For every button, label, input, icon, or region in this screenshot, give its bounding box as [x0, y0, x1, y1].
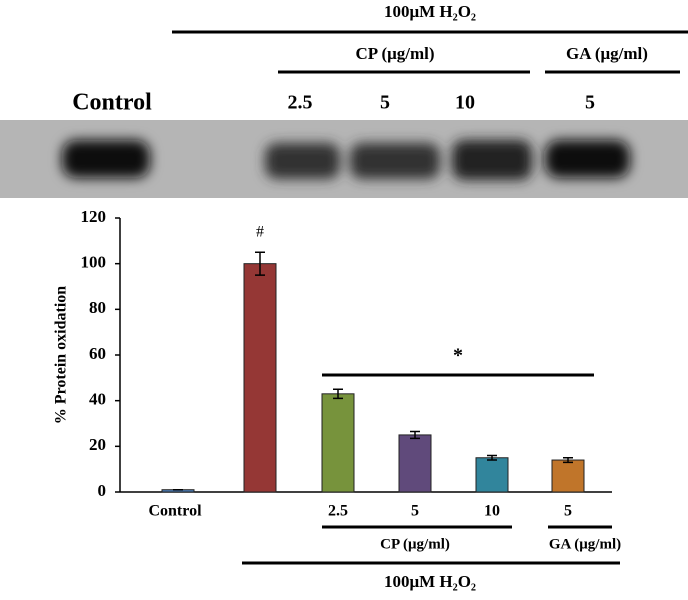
blot-lane: 2.5: [288, 92, 313, 114]
bar: [243, 263, 277, 493]
bar: [321, 393, 355, 493]
y-tick-label: 80: [89, 298, 106, 317]
annotation: #: [256, 224, 264, 241]
x-tick-label: Control: [148, 503, 202, 520]
blot-image: [0, 120, 688, 198]
y-tick-label: 100: [81, 253, 107, 272]
annotation: *: [453, 345, 463, 367]
bar: [398, 434, 432, 493]
blot-control: Control: [72, 90, 152, 116]
blot-group: GA (μg/ml): [566, 44, 648, 63]
y-tick-label: 120: [81, 207, 107, 226]
blot-lane: 5: [380, 92, 390, 114]
error-bar: [255, 251, 265, 276]
error-bar: [410, 430, 420, 440]
y-tick-label: 40: [89, 390, 106, 409]
blot-treatment: 100μM H₂O₂: [384, 2, 476, 21]
y-tick-label: 20: [89, 435, 106, 454]
blot-lane: 5: [585, 92, 595, 114]
error-bar: [487, 454, 497, 461]
x-tick-label: 10: [484, 503, 500, 520]
y-axis-label: % Protein oxidation: [53, 286, 70, 424]
x-tick-label: 5: [564, 503, 572, 520]
bar: [551, 459, 585, 493]
bar: [475, 457, 509, 493]
group-label: GA (μg/ml): [549, 536, 621, 552]
blot-group: CP (μg/ml): [355, 44, 434, 63]
y-tick-label: 0: [98, 481, 107, 500]
error-bar: [563, 457, 573, 464]
x-tick-label: 5: [411, 503, 419, 520]
group-label: CP (μg/ml): [380, 536, 450, 552]
x-tick-label: 2.5: [328, 503, 348, 520]
y-tick-label: 60: [89, 344, 106, 363]
error-bar: [333, 388, 343, 400]
blot-lane: 10: [455, 92, 475, 114]
treatment-label: 100μM H₂O₂: [384, 572, 476, 591]
